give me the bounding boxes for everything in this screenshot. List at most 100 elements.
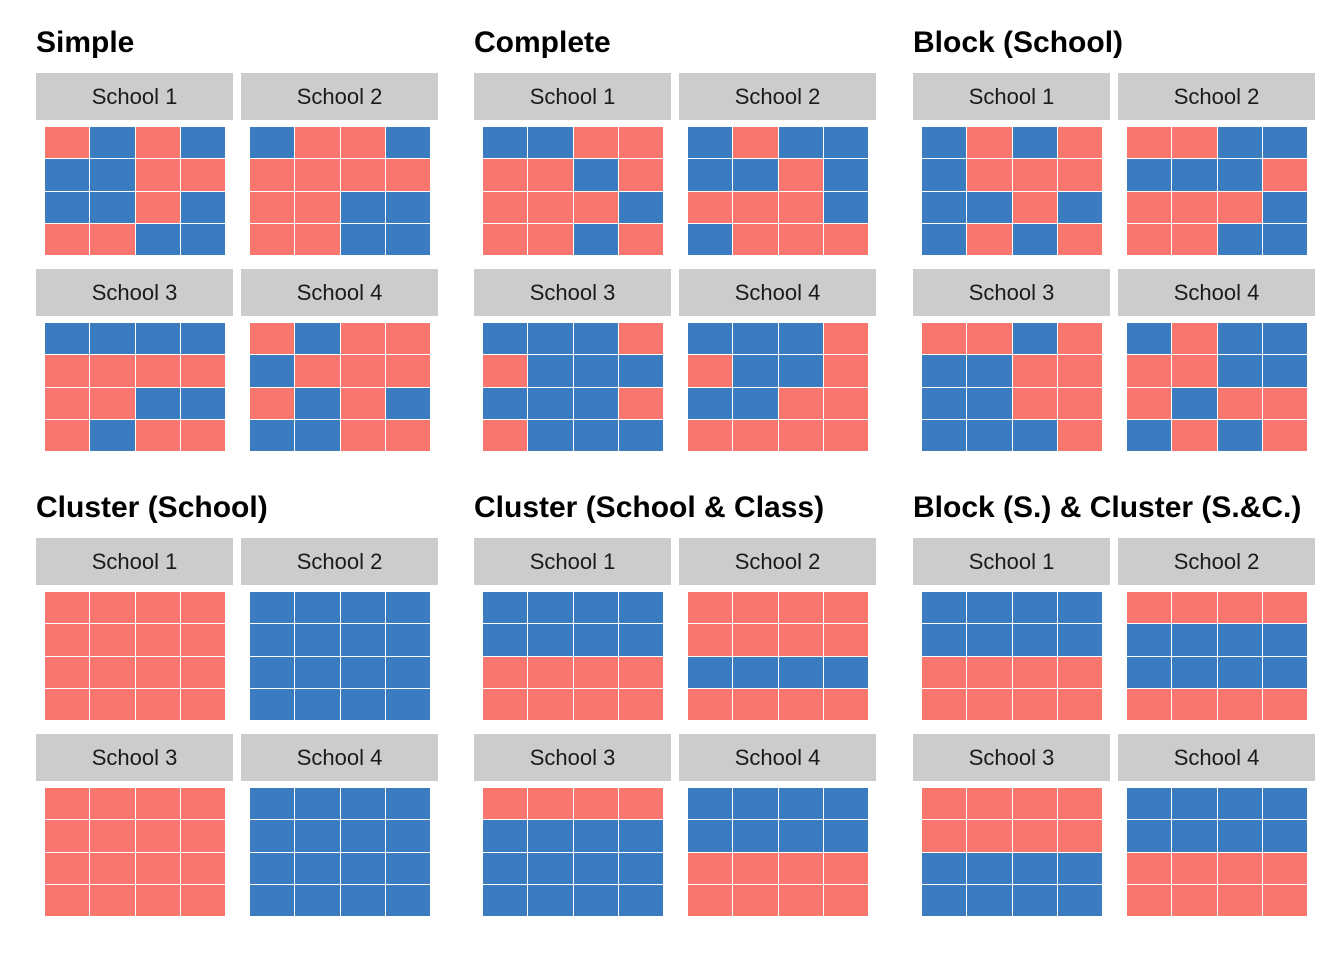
tile-r3-c4	[823, 852, 868, 884]
tile-r4-c1	[483, 688, 528, 720]
tile-r4-c1	[922, 419, 967, 451]
tile-r2-c1	[688, 624, 733, 656]
tile-r3-c1	[483, 656, 528, 688]
panel-title: Block (S.) & Cluster (S.&C.)	[913, 491, 1302, 524]
facet-school-2: School 2	[679, 538, 876, 720]
tile-r1-c1	[688, 788, 733, 820]
tile-r2-c1	[922, 159, 967, 191]
tile-r1-c3	[340, 592, 385, 624]
facet-school-4: School 4	[679, 269, 876, 451]
panel-title: Complete	[474, 26, 611, 59]
tile-r4-c2	[733, 223, 778, 255]
tile-r1-c4	[823, 592, 868, 624]
tile-r3-c2	[1172, 387, 1217, 419]
tile-r3-c4	[385, 387, 430, 419]
tile-r3-c4	[180, 852, 225, 884]
tile-r1-c1	[45, 323, 90, 355]
tile-r3-c3	[340, 191, 385, 223]
tile-r1-c2	[90, 127, 135, 159]
tile-r1-c2	[733, 788, 778, 820]
tile-r1-c4	[1057, 592, 1102, 624]
tile-r2-c4	[385, 355, 430, 387]
tile-r3-c2	[528, 387, 573, 419]
tile-grid	[45, 127, 225, 255]
tile-r4-c2	[733, 688, 778, 720]
tile-r4-c2	[967, 223, 1012, 255]
tile-r1-c1	[483, 127, 528, 159]
tile-r1-c2	[295, 323, 340, 355]
tile-grid	[922, 323, 1102, 451]
tile-r1-c4	[823, 788, 868, 820]
tile-r1-c4	[1262, 788, 1307, 820]
tile-r1-c2	[528, 127, 573, 159]
facet-strip-label: School 4	[1118, 734, 1315, 781]
tile-r2-c2	[967, 820, 1012, 852]
tile-grid	[922, 592, 1102, 720]
tile-r2-c4	[385, 159, 430, 191]
tile-r3-c4	[1262, 852, 1307, 884]
tile-r2-c3	[1012, 820, 1057, 852]
tile-r4-c4	[180, 223, 225, 255]
tile-grid	[922, 788, 1102, 916]
tile-r4-c3	[778, 884, 823, 916]
facet-school-2: School 2	[241, 73, 438, 255]
tile-r1-c2	[967, 592, 1012, 624]
tile-r3-c2	[967, 191, 1012, 223]
tile-r4-c2	[733, 884, 778, 916]
tile-r4-c1	[1127, 688, 1172, 720]
tile-r2-c1	[45, 624, 90, 656]
tile-grid	[688, 592, 868, 720]
tile-grid	[922, 127, 1102, 255]
tile-r2-c3	[1012, 159, 1057, 191]
tile-r4-c1	[45, 884, 90, 916]
facet-strip-label: School 1	[474, 73, 671, 120]
tile-r3-c3	[573, 656, 618, 688]
tile-r2-c2	[295, 355, 340, 387]
tile-grid	[250, 323, 430, 451]
facet-school-2: School 2	[241, 538, 438, 720]
tile-r3-c2	[90, 852, 135, 884]
tile-r1-c2	[967, 788, 1012, 820]
tile-r4-c2	[90, 223, 135, 255]
facet-strip-label: School 4	[1118, 269, 1315, 316]
tile-r2-c3	[135, 624, 180, 656]
tile-r2-c3	[135, 159, 180, 191]
tile-r4-c1	[922, 884, 967, 916]
tile-r2-c4	[823, 355, 868, 387]
tile-r4-c4	[385, 884, 430, 916]
tile-r3-c4	[823, 191, 868, 223]
tile-r3-c2	[295, 852, 340, 884]
tile-r4-c2	[1172, 688, 1217, 720]
tile-r3-c4	[1057, 852, 1102, 884]
facet-school-1: School 1	[36, 538, 233, 720]
tile-r1-c4	[1057, 323, 1102, 355]
tile-r4-c1	[688, 223, 733, 255]
tile-r4-c4	[823, 688, 868, 720]
tile-r3-c3	[1012, 191, 1057, 223]
tile-r1-c4	[618, 127, 663, 159]
tile-r2-c3	[1217, 159, 1262, 191]
facet-school-4: School 4	[679, 734, 876, 916]
tile-r4-c3	[778, 688, 823, 720]
tile-r3-c3	[778, 387, 823, 419]
tile-r2-c3	[573, 159, 618, 191]
tile-r4-c1	[250, 884, 295, 916]
tile-r1-c2	[733, 592, 778, 624]
tile-r4-c1	[483, 884, 528, 916]
tile-grid	[1127, 127, 1307, 255]
tile-r3-c1	[250, 387, 295, 419]
tile-r4-c1	[483, 419, 528, 451]
tile-r3-c1	[250, 191, 295, 223]
tile-r1-c4	[1057, 788, 1102, 820]
tile-r3-c4	[618, 191, 663, 223]
tile-r2-c3	[778, 820, 823, 852]
tile-r3-c2	[967, 852, 1012, 884]
facet-school-2: School 2	[679, 73, 876, 255]
tile-r2-c2	[733, 624, 778, 656]
facet-strip-label: School 1	[913, 73, 1110, 120]
tile-r1-c3	[778, 323, 823, 355]
tile-r4-c2	[967, 419, 1012, 451]
tile-r2-c1	[250, 159, 295, 191]
tile-r4-c3	[340, 688, 385, 720]
tile-grid	[45, 323, 225, 451]
